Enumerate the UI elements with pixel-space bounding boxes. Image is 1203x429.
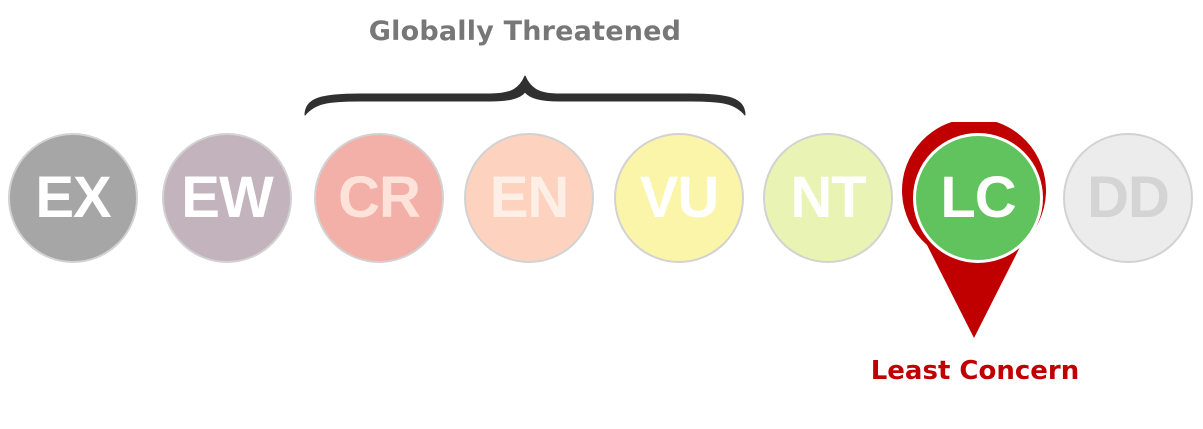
status-nt-code: NT — [790, 165, 866, 230]
status-ex-code: EX — [35, 165, 111, 230]
selected-status-label: Least Concern — [870, 356, 1080, 386]
status-dd-circle: DD — [1063, 133, 1193, 263]
globally-threatened-label: Globally Threatened — [368, 16, 682, 47]
status-en-circle: EN — [464, 133, 594, 263]
status-ew-circle: EW — [162, 133, 292, 263]
status-cr-code: CR — [338, 165, 421, 230]
status-lc-code: LC — [940, 165, 1016, 230]
brace-path — [304, 75, 746, 116]
status-cr-circle: CR — [314, 133, 444, 263]
status-ew-code: EW — [181, 165, 273, 230]
status-dd-code: DD — [1087, 165, 1170, 230]
status-ex-circle: EX — [8, 133, 138, 263]
status-nt-circle: NT — [763, 133, 893, 263]
globally-threatened-brace — [304, 75, 746, 116]
status-vu-code: VU — [639, 165, 720, 230]
status-lc-circle: LC — [913, 133, 1043, 263]
status-vu-circle: VU — [614, 133, 744, 263]
status-en-code: EN — [489, 165, 570, 230]
